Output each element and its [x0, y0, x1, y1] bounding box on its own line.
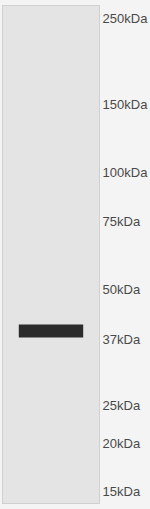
svg-text:15kDa: 15kDa [103, 484, 141, 499]
svg-text:37kDa: 37kDa [103, 332, 141, 347]
svg-text:100kDa: 100kDa [103, 165, 149, 180]
svg-text:150kDa: 150kDa [103, 97, 149, 112]
svg-text:25kDa: 25kDa [103, 398, 141, 413]
svg-text:50kDa: 50kDa [103, 282, 141, 297]
svg-text:20kDa: 20kDa [103, 436, 141, 451]
svg-text:75kDa: 75kDa [103, 214, 141, 229]
svg-text:250kDa: 250kDa [103, 11, 149, 26]
